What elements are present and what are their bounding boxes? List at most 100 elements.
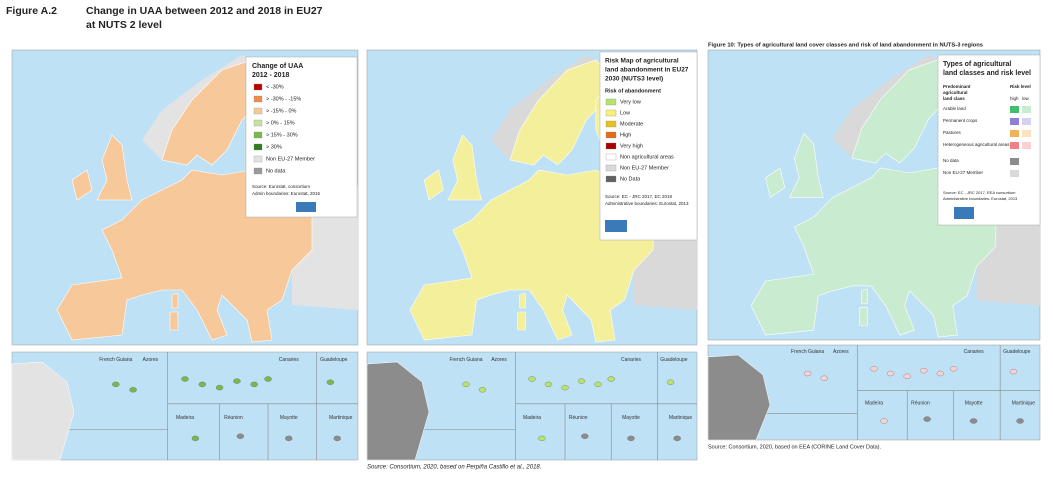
legend-swatch <box>253 119 263 127</box>
legend-label: Non EU-27 Member <box>266 156 315 162</box>
insets: French Guiana Azores Canaries Guadeloupe Mad… <box>11 351 359 461</box>
legend-swatch <box>253 83 263 91</box>
legend-box <box>599 51 698 241</box>
legend-swatch <box>605 175 617 183</box>
legend-source: Administrative boundaries: Eurostat, 201… <box>605 201 689 206</box>
legend-swatch <box>253 167 263 175</box>
logo <box>296 202 316 212</box>
island <box>666 379 675 385</box>
legend-title: Risk Map of agricultural <box>605 58 679 65</box>
inset-label: Mayotte <box>280 415 298 421</box>
legend: Risk Map of agricultural land abandonment… <box>599 51 698 241</box>
island <box>920 367 928 374</box>
legend-title: land abandonment in EU27 <box>605 67 689 74</box>
figure-title: at NUTS 2 level <box>86 19 162 31</box>
island <box>627 435 635 442</box>
island <box>215 384 224 391</box>
legend-head: agricultural <box>943 90 968 95</box>
legend-label: No data <box>943 158 959 163</box>
legend-swatch <box>1022 142 1031 149</box>
island <box>198 381 206 388</box>
legend-title: Types of agricultural <box>943 61 1011 68</box>
island <box>923 416 931 422</box>
legend-swatch <box>605 109 617 117</box>
inset-label: Martinique <box>329 415 353 421</box>
legend-label: > 15% - 30% <box>266 132 298 138</box>
inset-label: Réunion <box>569 415 588 421</box>
legend-label: High <box>620 132 631 138</box>
legend-head: land class <box>943 96 965 101</box>
french-guiana <box>366 361 430 461</box>
legend-head: high <box>1010 96 1019 101</box>
island <box>969 418 978 424</box>
logo <box>954 207 974 219</box>
legend-label: Low <box>620 110 630 116</box>
legend-label: Non agricultural areas <box>620 154 674 160</box>
island <box>880 418 888 424</box>
legend-title: 2030 (NUTS3 level) <box>605 76 663 83</box>
legend-title: land classes and risk level <box>943 70 1031 77</box>
legend-label: Heterogeneous agricultural areas <box>943 142 1010 147</box>
insets: French Guiana Azores Canaries Guadeloupe Mad… <box>366 351 698 461</box>
legend-label: No data <box>266 168 286 174</box>
inset-label: Canaries <box>621 357 642 363</box>
island <box>538 435 546 442</box>
french-guiana <box>707 354 771 441</box>
inset-label: Guadeloupe <box>1003 349 1030 355</box>
legend-swatch <box>1022 106 1031 113</box>
legend-label: No Data <box>620 176 641 182</box>
legend-label: > 30% <box>266 144 282 150</box>
island <box>285 435 293 442</box>
island <box>903 373 911 380</box>
island <box>326 379 334 385</box>
island <box>886 370 895 377</box>
legend-swatch <box>605 131 617 139</box>
footer-source: Source: Consortium, 2020, based on Perpi… <box>367 465 541 471</box>
legend-swatch <box>605 153 617 161</box>
figure-label: Figure A.2 <box>6 5 57 17</box>
legend-swatch <box>253 95 263 103</box>
island <box>936 370 945 377</box>
legend-label: > -30% - -15% <box>266 96 301 102</box>
island <box>870 366 878 372</box>
island <box>581 433 589 439</box>
legend-swatch <box>253 131 263 139</box>
island <box>191 435 200 442</box>
island <box>129 387 137 393</box>
legend-box <box>937 54 1041 226</box>
inset-label: Azores <box>491 357 507 363</box>
inset-label: Mayotte <box>622 415 640 421</box>
legend-swatch <box>1010 130 1019 137</box>
legend-head: Predominant <box>943 84 971 89</box>
insets: French Guiana Azores Canaries Guadeloupe Mad… <box>707 344 1041 441</box>
island <box>577 378 586 384</box>
inset-label: Réunion <box>911 400 930 406</box>
inset-label: Madeira <box>865 400 883 406</box>
inset-label: French Guiana <box>449 357 482 363</box>
legend-box <box>245 56 358 218</box>
island <box>1016 418 1024 424</box>
inset-label: Madeira <box>176 415 194 421</box>
inset-label: Guadeloupe <box>320 357 347 363</box>
legend-label: Moderate <box>620 121 643 127</box>
legend-swatch <box>605 98 617 106</box>
legend-swatch <box>1010 170 1019 177</box>
legend-source: Admin boundaries: Eurostat, 2016 <box>252 191 321 196</box>
inset-label: Réunion <box>224 415 243 421</box>
island <box>112 381 120 388</box>
island <box>950 366 958 372</box>
inset-label: Canaries <box>964 349 985 355</box>
inset-label: French Guiana <box>791 349 824 355</box>
legend-label: Arable land <box>943 106 966 111</box>
legend-source: Administrative boundaries: Eurostat, 201… <box>943 196 1018 201</box>
inset-label: Martinique <box>1012 400 1036 406</box>
legend-head: low <box>1022 96 1030 101</box>
inset-label: Canaries <box>279 357 300 363</box>
island <box>544 381 553 388</box>
island <box>594 381 602 388</box>
legend-swatch <box>1022 130 1031 137</box>
legend-subtitle: 2012 - 2018 <box>252 72 289 79</box>
legend-label: > -15% - 0% <box>266 108 297 114</box>
legend-subtitle: Risk of abandonment <box>605 88 661 94</box>
island <box>478 387 487 393</box>
